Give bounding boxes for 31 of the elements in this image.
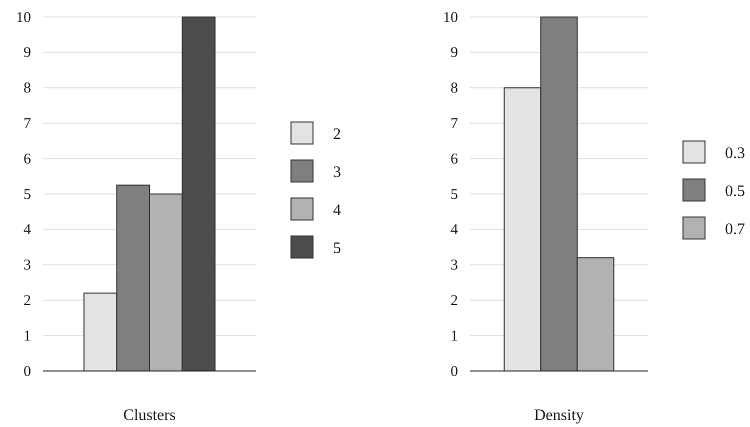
y-tick-label: 1 [24, 328, 31, 344]
y-tick-label: 2 [24, 293, 31, 309]
y-tick-label: 3 [450, 258, 458, 274]
y-tick-label: 7 [450, 116, 458, 132]
y-tick-label: 10 [16, 10, 31, 26]
x-axis-title: Density [534, 407, 584, 424]
y-tick-label: 8 [450, 80, 458, 97]
y-tick-label: 3 [24, 258, 31, 274]
y-tick-label: 2 [450, 293, 458, 309]
y-tick-label: 4 [450, 222, 458, 238]
legend-label: 0.3 [725, 145, 745, 162]
y-tick-label: 1 [450, 328, 458, 344]
y-tick-label: 4 [24, 222, 32, 238]
y-tick-label: 6 [450, 151, 458, 168]
legend-label: 0.5 [725, 183, 745, 200]
y-tick-label: 7 [24, 116, 32, 132]
x-axis-title: Clusters [123, 407, 176, 424]
legend-label: 0.7 [725, 221, 745, 238]
y-tick-label: 8 [24, 80, 31, 97]
legend-label: 3 [333, 164, 341, 181]
y-tick-label: 10 [443, 10, 458, 26]
y-tick-label: 5 [24, 186, 31, 203]
y-tick-label: 9 [24, 45, 31, 62]
y-tick-label: 5 [450, 186, 458, 203]
y-tick-label: 0 [450, 364, 458, 380]
legend-label: 4 [333, 202, 341, 219]
y-tick-label: 9 [450, 45, 458, 62]
legend-label: 2 [333, 126, 341, 143]
y-tick-label: 0 [24, 364, 31, 380]
y-tick-label: 6 [24, 151, 32, 168]
legend-label: 5 [333, 240, 341, 257]
